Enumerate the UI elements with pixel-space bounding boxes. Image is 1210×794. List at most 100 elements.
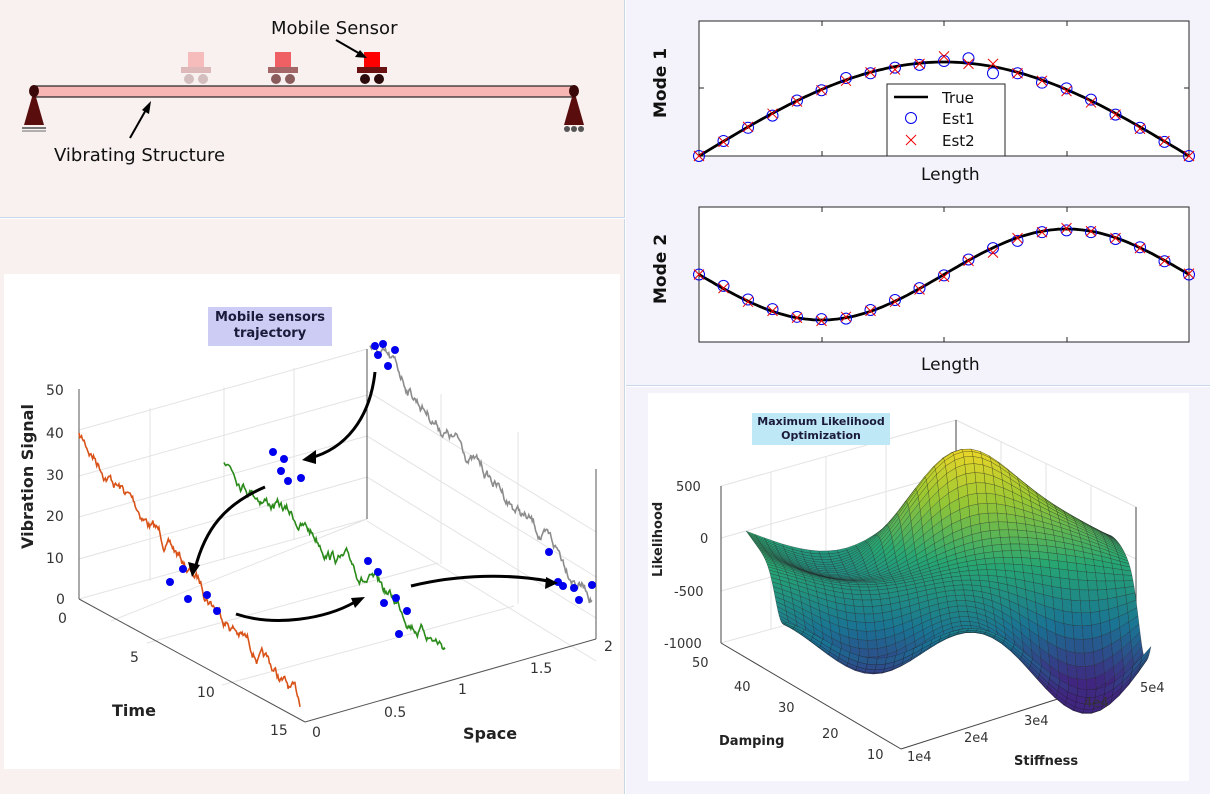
surface-cell <box>974 472 986 484</box>
surface-cell <box>965 472 977 485</box>
surface-cell <box>1086 571 1097 582</box>
surface-cell <box>1021 557 1032 566</box>
mode1-est2-point <box>816 84 827 96</box>
surface-cell <box>1113 574 1125 582</box>
sensor-sample-point <box>392 594 400 602</box>
surface-cell <box>1069 588 1081 601</box>
surface-cell <box>1082 625 1093 640</box>
legend-est2-label: Est2 <box>942 132 975 150</box>
likelihood-title-line2: Optimization <box>781 428 861 442</box>
likelihood-title: Maximum Likelihood Optimization <box>752 413 890 445</box>
sensor-sample-point <box>379 340 387 348</box>
likelihood-z-tick-0: 0 <box>700 532 708 547</box>
likelihood-x-label: Stiffness <box>1014 754 1078 769</box>
surface-cell <box>989 529 1001 539</box>
sensor-sample-point <box>364 557 372 565</box>
sensor-sample-point <box>284 477 292 485</box>
surface-cell <box>1080 600 1091 614</box>
trajectory-axes <box>78 349 597 723</box>
surface-cell <box>857 639 869 650</box>
mode2-est1-point <box>938 269 950 282</box>
surface-cell <box>874 620 885 632</box>
surface-cell <box>954 589 965 596</box>
mode2-est1-point <box>864 303 877 316</box>
surface-cell <box>976 493 988 505</box>
surface-cell <box>1070 600 1082 614</box>
mode1-est2-point <box>1134 123 1146 135</box>
mode2-est1-point <box>791 310 803 323</box>
surface-cell <box>1011 550 1022 558</box>
surface-cell <box>1059 577 1071 590</box>
surface-cell <box>866 657 878 665</box>
sensor-sample-point <box>179 565 187 573</box>
sensor-sample-point <box>374 351 382 359</box>
surface-cell <box>1088 589 1099 601</box>
sensor-sample-point <box>380 599 388 607</box>
mode2-est2-point <box>1036 226 1048 238</box>
surface-cell <box>966 482 978 496</box>
likelihood-x-tick-3e4: 3e4 <box>1024 714 1049 729</box>
surface-cell <box>1029 550 1041 560</box>
time-tick-5: 5 <box>130 650 139 666</box>
trajectory-z-label: Vibration Signal <box>18 404 37 549</box>
trajectory-arrows <box>193 371 549 622</box>
surface-cell <box>1007 521 1018 531</box>
arrow-gray-to-green <box>309 371 377 460</box>
mode1-est2-point <box>718 136 729 148</box>
surface-cell <box>1008 529 1019 538</box>
surface-cell <box>1074 652 1086 667</box>
mode1-est1-point <box>913 58 926 71</box>
surface-cell <box>1049 567 1061 579</box>
space-tick-2: 2 <box>604 639 613 655</box>
surface-cell <box>1038 551 1050 561</box>
surface-cell <box>994 563 1006 571</box>
trajectory-grid <box>78 348 597 686</box>
surface-cell <box>1085 564 1096 573</box>
surface-cell <box>993 557 1005 564</box>
surface-cell <box>1114 580 1126 589</box>
surface-cell <box>1072 625 1084 640</box>
surface-cell <box>1068 578 1080 590</box>
space-tick-0.5: 0.5 <box>384 705 406 721</box>
surface-cell <box>865 622 876 632</box>
surface-cell <box>953 584 964 591</box>
surface-cell <box>1017 529 1028 538</box>
surface-cell <box>1103 566 1115 575</box>
surface-cell <box>959 570 971 577</box>
surface-cell <box>967 628 978 631</box>
arrow-green-to-orange <box>193 485 266 570</box>
sensor-sample-point <box>403 607 411 615</box>
mode2-true-line <box>698 227 1190 322</box>
mode1-est1-point <box>987 67 999 80</box>
sensor3-trajectory <box>369 342 593 604</box>
time-tick-0: 0 <box>58 611 67 627</box>
surface-cell <box>973 463 985 474</box>
surface-cell <box>1030 558 1042 567</box>
mode2-est1-point <box>693 268 705 281</box>
mode1-est1-point <box>815 84 828 97</box>
surface-cell <box>860 590 871 595</box>
surface-cell <box>856 582 868 585</box>
surface-cell <box>1027 537 1039 546</box>
sensor-sample-point <box>545 548 553 556</box>
surface-cell <box>997 512 1008 523</box>
surface-cell <box>956 600 967 607</box>
mode2-est1-point <box>815 313 828 326</box>
mode1-est1-point <box>693 150 705 162</box>
mode1-est2-point <box>693 150 705 162</box>
surface-cell <box>1087 580 1098 591</box>
z-tick-10: 10 <box>46 551 64 567</box>
mode1-est2-point <box>1012 67 1023 79</box>
surface-cell <box>1000 536 1011 545</box>
surface-cell <box>960 575 972 581</box>
surface-cell <box>1016 522 1027 532</box>
legend-est1-marker <box>905 112 917 124</box>
surface-cell <box>1009 536 1020 545</box>
likelihood-x-tick-2e4: 2e4 <box>964 731 989 746</box>
surface-cell <box>957 605 968 612</box>
sensor-sample-point <box>184 595 192 603</box>
trajectory-tick-labels: 50 40 30 20 10 0 0 5 10 15 0 0.5 1 1.5 2 <box>46 383 613 741</box>
surface-cell <box>985 563 997 571</box>
surface-cell <box>865 663 877 671</box>
surface-cell <box>959 616 970 622</box>
